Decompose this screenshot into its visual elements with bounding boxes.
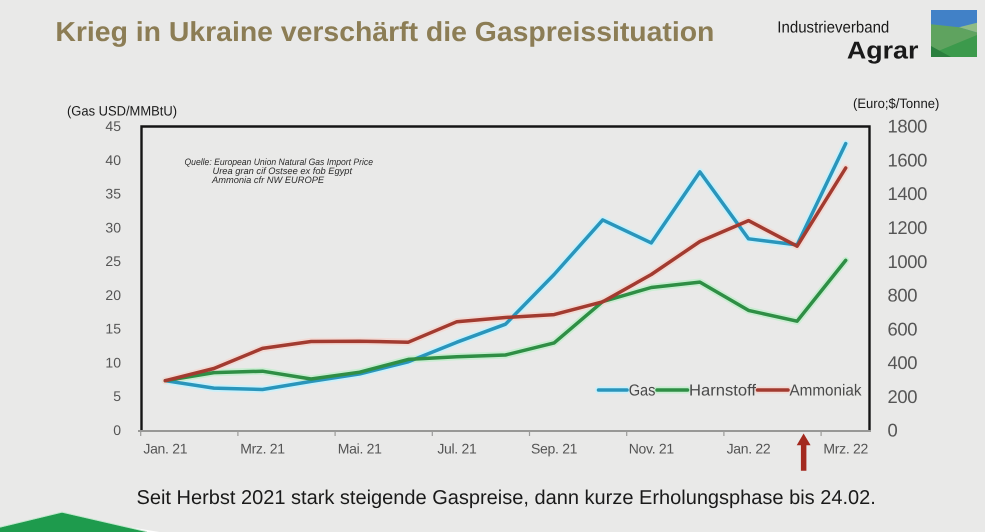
svg-text:(Euro;$/Tonne): (Euro;$/Tonne) [853, 96, 939, 111]
svg-text:Jan. 22: Jan. 22 [727, 441, 771, 457]
svg-text:1600: 1600 [888, 150, 928, 171]
svg-text:35: 35 [105, 186, 121, 202]
svg-text:Industrieverband: Industrieverband [777, 19, 889, 37]
svg-text:20: 20 [105, 287, 121, 303]
svg-text:600: 600 [888, 318, 918, 339]
svg-text:45: 45 [105, 118, 121, 134]
svg-text:Quelle: European Union Natural: Quelle: European Union Natural Gas Impor… [185, 157, 374, 167]
svg-text:5: 5 [113, 388, 121, 404]
svg-text:Krieg in Ukraine verschärft di: Krieg in Ukraine verschärft die Gaspreis… [55, 16, 714, 47]
svg-text:15: 15 [105, 321, 121, 337]
svg-text:1800: 1800 [888, 116, 928, 137]
svg-text:(Gas USD/MMBtU): (Gas USD/MMBtU) [67, 104, 177, 119]
svg-text:Agrar: Agrar [847, 37, 919, 64]
svg-text:Mai. 21: Mai. 21 [338, 441, 382, 457]
svg-text:Mrz. 21: Mrz. 21 [240, 441, 285, 457]
svg-text:Mrz. 22: Mrz. 22 [823, 441, 868, 457]
svg-text:Seit Herbst 2021 stark steigen: Seit Herbst 2021 stark steigende Gasprei… [137, 487, 876, 509]
svg-text:Nov. 21: Nov. 21 [629, 441, 675, 457]
svg-text:200: 200 [888, 386, 918, 407]
svg-text:1200: 1200 [888, 217, 928, 238]
svg-text:Gas: Gas [629, 382, 656, 399]
svg-text:400: 400 [888, 352, 918, 373]
svg-text:Jan. 21: Jan. 21 [143, 441, 187, 457]
svg-text:40: 40 [105, 152, 121, 168]
svg-text:Urea gran cif Ostsee ex fob Eg: Urea gran cif Ostsee ex fob Egypt [213, 166, 353, 176]
svg-text:1400: 1400 [888, 183, 928, 204]
svg-text:Jul. 21: Jul. 21 [437, 441, 477, 457]
svg-text:800: 800 [888, 285, 918, 306]
svg-text:1000: 1000 [888, 251, 928, 272]
svg-text:Ammonia cfr NW EUROPE: Ammonia cfr NW EUROPE [211, 175, 325, 185]
svg-text:25: 25 [105, 253, 121, 269]
svg-text:10: 10 [105, 355, 121, 371]
svg-text:Ammoniak: Ammoniak [790, 382, 863, 399]
svg-text:0: 0 [113, 422, 121, 438]
svg-text:Harnstoff: Harnstoff [689, 382, 757, 399]
svg-text:Sep. 21: Sep. 21 [531, 441, 578, 457]
svg-text:0: 0 [888, 420, 898, 441]
svg-text:30: 30 [105, 219, 121, 235]
